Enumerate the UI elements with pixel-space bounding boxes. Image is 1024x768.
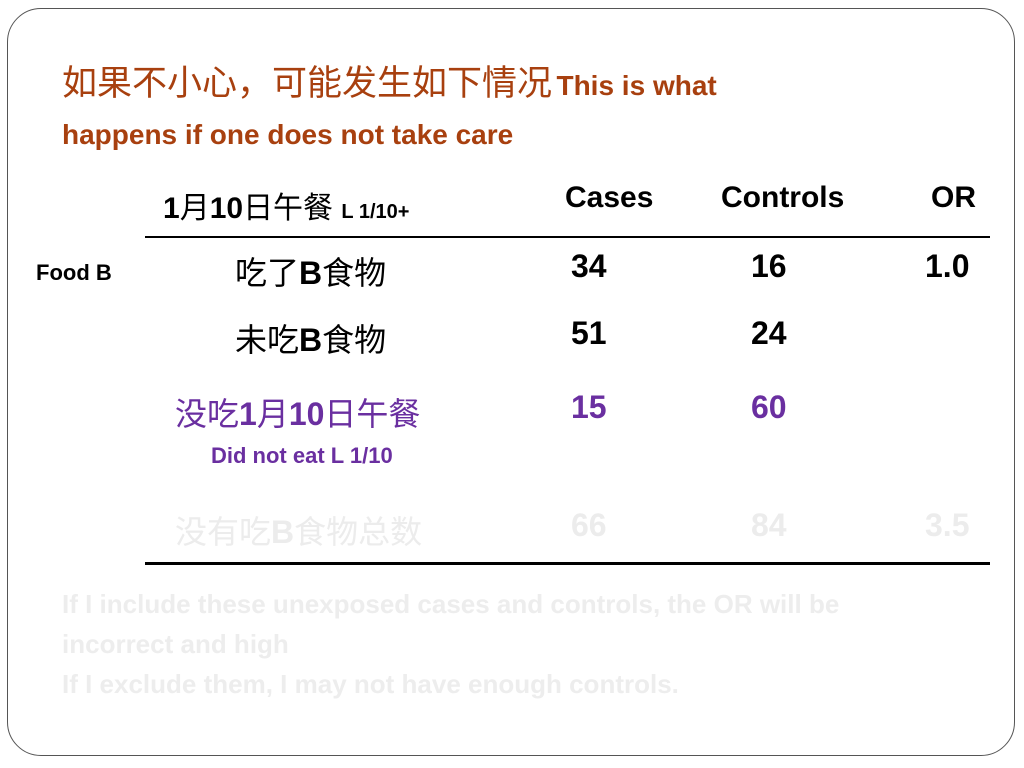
- slide-title: 如果不小心，可能发生如下情况 This is what happens if o…: [62, 62, 942, 162]
- footnote-line: incorrect and high: [62, 629, 289, 659]
- title-english-part1: This is what: [556, 70, 717, 101]
- row-label-zh: 月: [256, 395, 289, 433]
- row-or: 1.0: [925, 248, 970, 284]
- row-sublabel: Did not eat L 1/10: [211, 443, 393, 468]
- footnote: If I include these unexposed cases and c…: [62, 584, 962, 704]
- row-label-zh: 吃了: [235, 254, 300, 292]
- title-chinese: 如果不小心，可能发生如下情况: [62, 64, 553, 104]
- header-label-zh2: 日午餐: [243, 191, 334, 226]
- row-controls: 24: [751, 315, 787, 351]
- row-label-did-not-eat-lunch: 没吃1月10日午餐: [175, 389, 420, 435]
- row-label-zh: 食物总数: [294, 513, 423, 551]
- row-label-zh: 日午餐: [324, 395, 421, 433]
- row-label-b: B: [299, 255, 323, 291]
- food-b-label: Food B: [36, 260, 112, 285]
- row-label-num: 1: [239, 396, 257, 432]
- row-or: 3.5: [925, 507, 970, 543]
- header-lunch-label: 1月10日午餐 L 1/10+: [163, 183, 409, 227]
- row-controls: 60: [751, 389, 787, 425]
- footnote-line: If I exclude them, I may not have enough…: [62, 669, 679, 699]
- row-cases: 34: [571, 248, 607, 284]
- row-label-ate-b: 吃了B食物: [235, 248, 386, 294]
- row-label-b: B: [271, 514, 295, 550]
- header-label-num2: 10: [209, 192, 244, 225]
- row-label-zh: 食物: [322, 321, 387, 359]
- table-bottom-rule: [145, 562, 990, 565]
- row-label-num: 10: [288, 396, 325, 432]
- row-controls: 84: [751, 507, 787, 543]
- header-label-num1: 1: [163, 192, 180, 225]
- header-label-zh1: 月: [179, 191, 210, 226]
- table-header-row: 1月10日午餐 L 1/10+ Cases Controls OR: [145, 175, 990, 237]
- row-label-b: B: [299, 322, 323, 358]
- row-cases: 51: [571, 315, 607, 351]
- row-controls: 16: [751, 248, 787, 284]
- row-cases: 15: [571, 389, 607, 425]
- row-label-zh: 未吃: [235, 321, 300, 359]
- header-or: OR: [931, 181, 976, 214]
- footnote-line: If I include these unexposed cases and c…: [62, 589, 840, 619]
- row-cases: 66: [571, 507, 607, 543]
- header-controls: Controls: [721, 181, 845, 214]
- header-cases: Cases: [565, 181, 654, 214]
- slide-frame: [7, 8, 1015, 756]
- title-english-part2: happens if one does not take care: [62, 119, 514, 150]
- row-label-total-not-ate-b: 没有吃B食物总数: [175, 507, 422, 553]
- header-divider: [145, 236, 990, 238]
- header-label-small: L 1/10+: [341, 201, 410, 223]
- row-label-zh: 没有吃: [175, 513, 272, 551]
- row-label-not-ate-b: 未吃B食物: [235, 315, 386, 361]
- row-label-zh: 食物: [322, 254, 387, 292]
- row-label-zh: 没吃: [175, 395, 240, 433]
